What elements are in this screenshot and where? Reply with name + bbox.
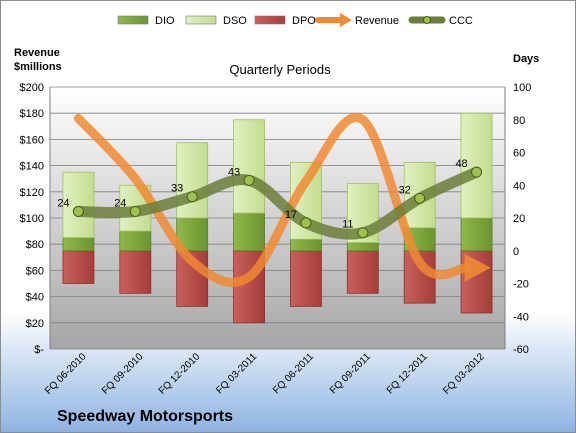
ccc-point xyxy=(471,166,483,178)
lines: 24 24 33 43 17 11 32 48 xyxy=(57,113,491,287)
axis-label-line: Days xyxy=(513,53,539,65)
ccc-point xyxy=(357,227,369,239)
bar-dio xyxy=(119,230,152,252)
left-tick-label: $180 xyxy=(20,108,44,120)
ccc-data-label: 11 xyxy=(342,219,353,231)
left-axis-label: Revenue $millions xyxy=(14,47,62,73)
right-tick-label: 100 xyxy=(513,82,531,94)
right-axis-ticks: -60 -40 -20 0 20 40 60 80 100 xyxy=(513,82,531,356)
ccc-point xyxy=(186,191,198,203)
axis-label-line: Revenue xyxy=(14,47,60,59)
legend-swatch-dpo xyxy=(254,15,286,25)
left-tick-label: $- xyxy=(34,344,44,356)
bar-dpo xyxy=(119,250,152,294)
ccc-data-label: 33 xyxy=(171,183,183,195)
legend-label-dio: DIO xyxy=(155,15,175,27)
bar-dio xyxy=(460,217,493,252)
bar-dso xyxy=(62,171,95,239)
ccc-data-label: 24 xyxy=(114,197,126,209)
revenue-line xyxy=(73,113,472,287)
revenue-arrowhead xyxy=(464,253,491,282)
legend-label-dpo: DPO xyxy=(292,15,316,27)
left-tick-label: $20 xyxy=(26,318,44,330)
right-tick-label: -40 xyxy=(513,311,529,323)
left-tick-label: $40 xyxy=(26,292,44,304)
legend-label-ccc: CCC xyxy=(449,15,473,27)
right-tick-label: 40 xyxy=(513,180,525,192)
bar-dio xyxy=(62,237,95,252)
legend-label-revenue: Revenue xyxy=(355,15,399,27)
ccc-point xyxy=(72,205,84,217)
bar-dio xyxy=(290,238,322,252)
bar-dso xyxy=(233,119,265,214)
right-tick-label: 60 xyxy=(513,148,525,160)
right-tick-label: 80 xyxy=(513,115,525,127)
left-tick-label: $80 xyxy=(26,239,44,251)
bar-dpo xyxy=(62,250,95,284)
company-name: Speedway Motorsports xyxy=(57,408,233,425)
ccc-data-label: 32 xyxy=(399,184,411,196)
left-tick-label: $160 xyxy=(20,134,44,146)
left-tick-label: $100 xyxy=(20,213,44,225)
legend-swatch-dio xyxy=(117,15,149,25)
bar-dpo xyxy=(290,250,322,307)
left-axis-ticks: $- $20 $40 $60 $80 $100 $120 $140 $160 $180 $200 xyxy=(20,82,45,356)
bar-dio xyxy=(233,212,265,252)
ccc-point xyxy=(129,205,141,217)
legend-swatch-dso xyxy=(185,15,217,25)
ccc-point xyxy=(243,174,255,186)
axis-label-line: $millions xyxy=(14,61,62,73)
ccc-data-label: 17 xyxy=(285,209,297,221)
legend-arrow-revenue xyxy=(340,13,352,27)
bar-dio xyxy=(346,242,379,252)
ccc-point xyxy=(300,217,312,229)
bar-dso xyxy=(460,112,493,219)
right-tick-label: -60 xyxy=(513,344,529,356)
right-axis-label: Days xyxy=(513,53,539,65)
bar-dpo xyxy=(346,250,379,294)
left-tick-label: $120 xyxy=(20,187,44,199)
left-tick-label: $200 xyxy=(20,82,44,94)
ccc-line xyxy=(72,166,483,240)
right-tick-label: 0 xyxy=(513,246,519,258)
legend-label-dso: DSO xyxy=(223,15,247,27)
legend: DIO DSO DPO Revenue CCC xyxy=(117,13,473,27)
legend-marker-ccc xyxy=(423,16,431,24)
left-tick-label: $140 xyxy=(20,161,44,173)
ccc-data-label: 43 xyxy=(228,166,240,178)
bar-dso xyxy=(176,142,209,219)
left-tick-label: $60 xyxy=(26,265,44,277)
right-tick-label: -20 xyxy=(513,279,529,291)
ccc-data-label: 48 xyxy=(455,158,467,170)
chart-title: Quarterly Periods xyxy=(229,62,331,77)
ccc-point xyxy=(414,192,426,204)
ccc-data-label: 24 xyxy=(57,197,69,209)
right-tick-label: 20 xyxy=(513,213,525,225)
